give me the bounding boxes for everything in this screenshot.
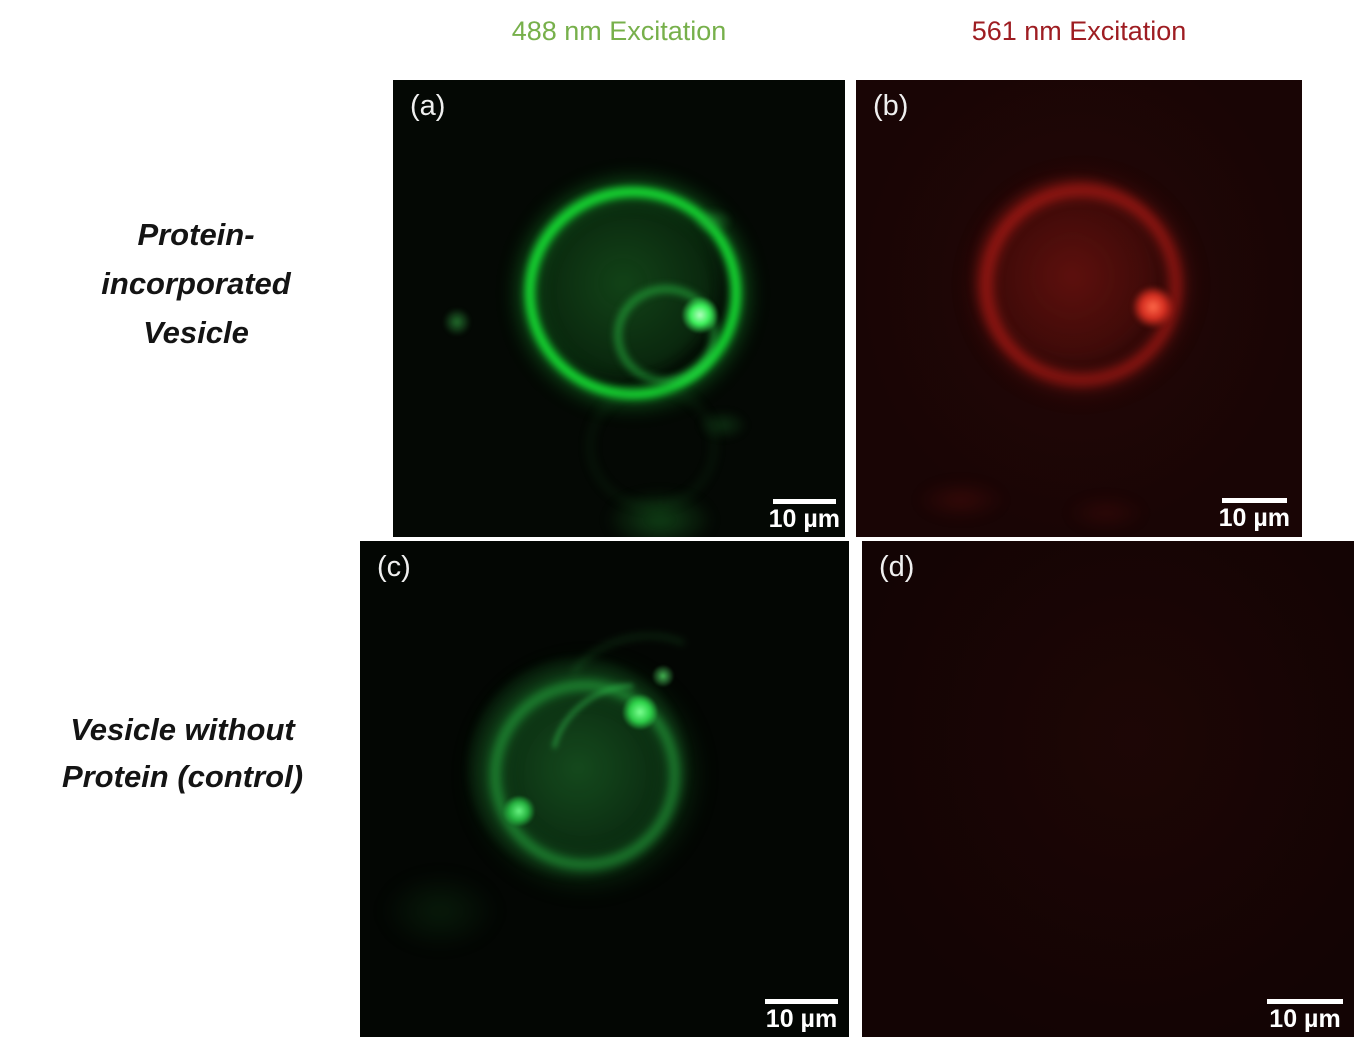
vesicle-interior-haze xyxy=(972,176,1172,376)
micrograph-panel-a: (a) 10 µm xyxy=(393,80,845,537)
row-label-line: Protein (control) xyxy=(61,759,304,794)
fluorescent-glow xyxy=(380,871,500,951)
column-header-488nm: 488 nm Excitation xyxy=(511,16,727,46)
panel-b-label: (b) xyxy=(873,90,909,122)
vesicle-membrane-ring xyxy=(525,187,741,399)
fluorescent-bright-spot xyxy=(651,665,675,687)
scale-bar-line xyxy=(1221,498,1287,503)
fluorescent-smudge xyxy=(1066,495,1146,531)
scale-bar: 10 µm xyxy=(769,499,840,532)
vesicle-membrane-ring xyxy=(982,186,1180,384)
outer-membrane-arc xyxy=(547,617,729,771)
column-header-561nm: 561 nm Excitation xyxy=(971,16,1187,46)
fluorescent-glow xyxy=(605,490,715,537)
row-label-line: Protein- xyxy=(137,217,255,252)
background-vignette xyxy=(856,80,1302,537)
row-label-line: Vesicle xyxy=(143,315,249,350)
vesicle-internal-bud xyxy=(615,286,717,384)
fluorescent-bright-spot xyxy=(681,296,719,334)
scale-bar: 10 µm xyxy=(1219,498,1290,531)
row-label-line: Vesicle without xyxy=(70,712,295,747)
fluorescent-bright-spot xyxy=(502,796,536,826)
faint-ghost-vesicle xyxy=(588,385,716,508)
panel-c-label: (c) xyxy=(377,551,411,583)
vesicle-interior-haze xyxy=(525,187,721,379)
scale-bar-label: 10 µm xyxy=(768,505,840,533)
micrograph-panel-c: (c) 10 µm xyxy=(360,541,849,1037)
fluorescent-debris-spot xyxy=(443,308,471,336)
fluorescent-smudge xyxy=(698,410,748,440)
background-vignette xyxy=(862,541,1354,1037)
fluorescent-smudge xyxy=(693,208,733,234)
scale-bar-label: 10 µm xyxy=(1218,504,1290,532)
fluorescent-smudge xyxy=(916,480,1006,520)
scale-bar-label: 10 µm xyxy=(765,1005,838,1033)
vesicle-interior-haze xyxy=(468,658,688,878)
panel-d-label: (d) xyxy=(879,551,915,583)
panel-a-label: (a) xyxy=(410,90,446,122)
micrograph-panel-d: (d) 10 µm xyxy=(862,541,1354,1037)
row-label-protein-incorporated-vesicle: Protein- incorporated Vesicle xyxy=(0,210,392,357)
micrograph-panel-b: (b) 10 µm xyxy=(856,80,1302,537)
row-label-vesicle-without-protein: Vesicle without Protein (control) xyxy=(0,706,365,800)
row-label-line: incorporated xyxy=(101,266,291,301)
vesicle-membrane-ring xyxy=(492,682,678,868)
scale-bar-line xyxy=(765,999,838,1004)
scale-bar: 10 µm xyxy=(765,999,838,1032)
scale-bar-label: 10 µm xyxy=(1269,1005,1341,1033)
fluorescent-bright-spot xyxy=(622,694,658,730)
scale-bar-line xyxy=(1267,999,1343,1004)
scale-bar: 10 µm xyxy=(1267,999,1343,1032)
scale-bar-line xyxy=(772,499,836,504)
fluorescent-bright-spot xyxy=(1132,286,1174,328)
internal-membrane-arc xyxy=(527,659,701,827)
